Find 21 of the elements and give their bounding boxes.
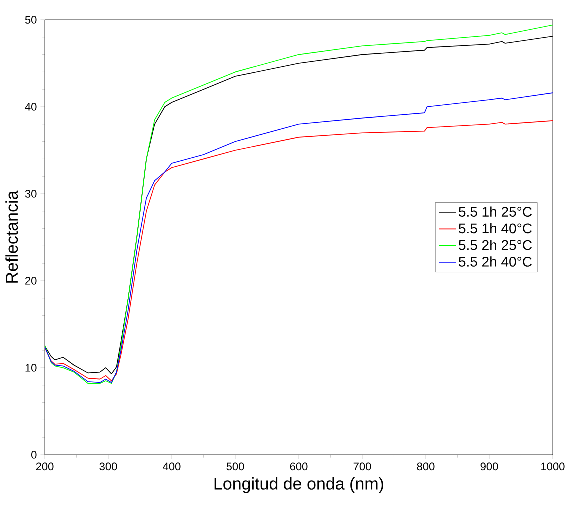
x-tick-label: 200 bbox=[36, 462, 54, 471]
y-tick-label: 20 bbox=[26, 277, 37, 285]
y-tick-label: 40 bbox=[25, 103, 37, 111]
x-tick-label: 500 bbox=[226, 462, 244, 471]
x-tick-label: 1000 bbox=[542, 462, 565, 471]
legend-label: 5.5 1h 25°C bbox=[459, 206, 532, 217]
y-tick-label: 0 bbox=[32, 451, 37, 459]
x-tick-label: 600 bbox=[290, 462, 308, 471]
legend-label: 5.5 2h 25°C bbox=[459, 240, 532, 250]
legend-label: 5.5 2h 40°C bbox=[459, 256, 532, 267]
x-tick-label: 700 bbox=[354, 462, 372, 471]
legend-label: 5.5 1h 40°C bbox=[459, 223, 532, 234]
y-tick-label: 50 bbox=[25, 16, 37, 24]
x-axis-title: Longitud de onda (nm) bbox=[214, 477, 384, 494]
y-tick-label: 10 bbox=[26, 364, 37, 372]
x-tick-label: 300 bbox=[100, 462, 118, 471]
x-tick-label: 400 bbox=[163, 462, 181, 471]
y-axis-title: Reflectancia bbox=[6, 190, 18, 283]
x-tick-label: 800 bbox=[417, 462, 435, 471]
y-tick-label: 30 bbox=[25, 190, 37, 198]
x-tick-label: 900 bbox=[480, 462, 498, 471]
